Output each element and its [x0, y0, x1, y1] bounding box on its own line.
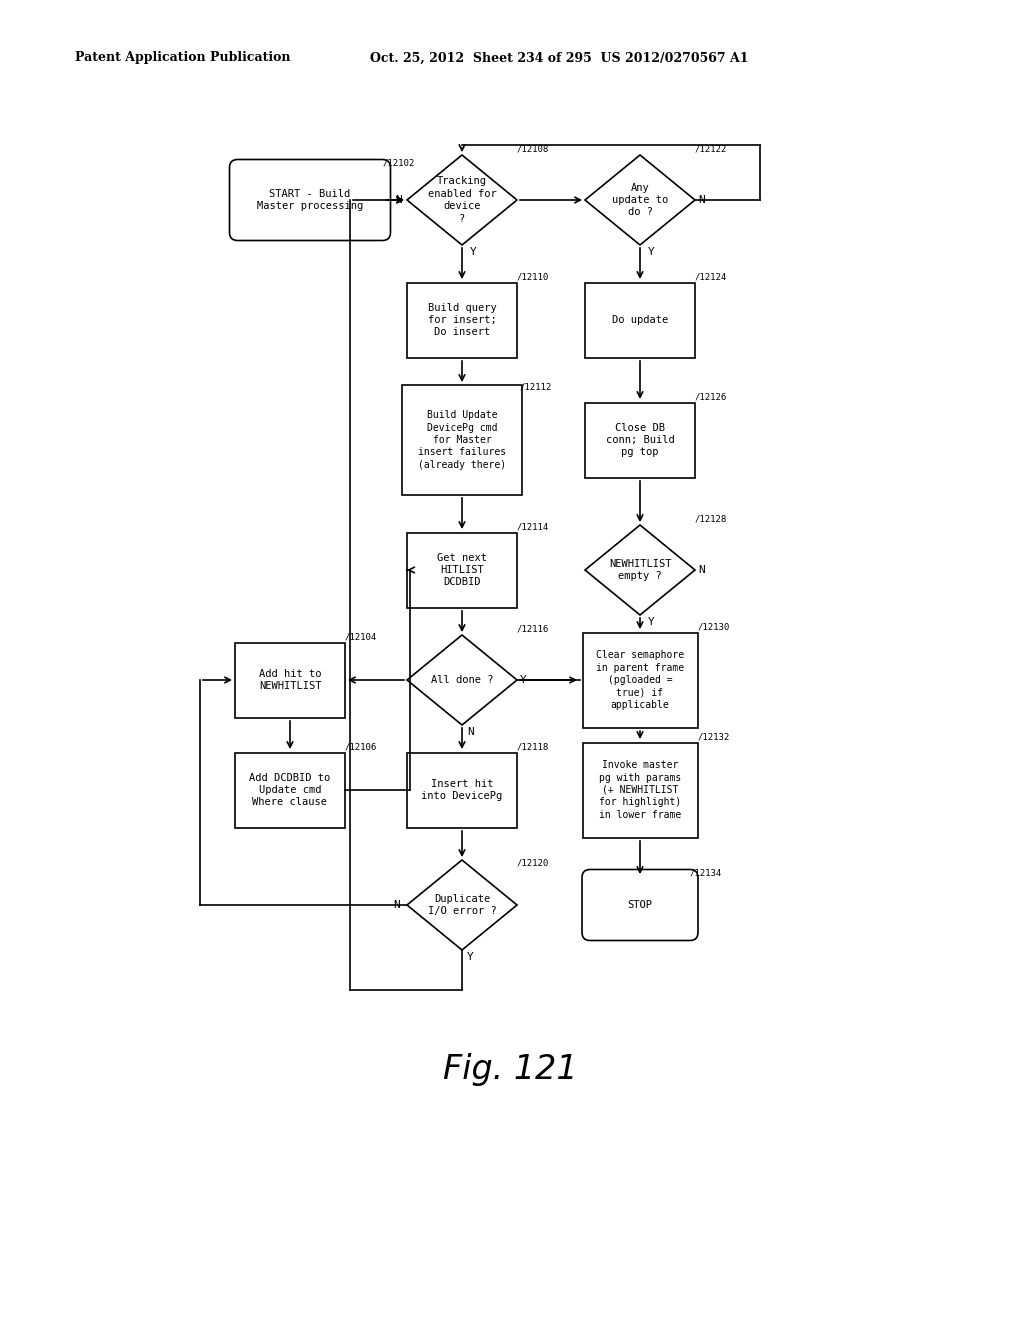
Text: /12118: /12118	[517, 743, 549, 752]
Text: Insert hit
into DevicePg: Insert hit into DevicePg	[421, 779, 503, 801]
Text: /12110: /12110	[517, 273, 549, 282]
Text: N: N	[395, 195, 402, 205]
Text: Clear semaphore
in parent frame
(pgloaded =
true) if
applicable: Clear semaphore in parent frame (pgloade…	[596, 651, 684, 710]
Text: Any
update to
do ?: Any update to do ?	[612, 182, 668, 218]
Text: Y: Y	[467, 952, 474, 962]
Text: N: N	[698, 565, 705, 576]
Text: /12132: /12132	[698, 733, 730, 742]
Text: /12124: /12124	[695, 273, 727, 282]
Polygon shape	[407, 154, 517, 246]
Text: /12120: /12120	[517, 858, 549, 867]
Text: Build query
for insert;
Do insert: Build query for insert; Do insert	[428, 302, 497, 338]
Text: Get next
HITLIST
DCDBID: Get next HITLIST DCDBID	[437, 553, 487, 587]
Text: STOP: STOP	[628, 900, 652, 909]
Text: Add DCDBID to
Update cmd
Where clause: Add DCDBID to Update cmd Where clause	[250, 772, 331, 808]
Text: START - Build
Master processing: START - Build Master processing	[257, 189, 364, 211]
FancyBboxPatch shape	[583, 632, 697, 727]
FancyBboxPatch shape	[402, 385, 522, 495]
Text: /12106: /12106	[345, 743, 377, 752]
Text: N: N	[698, 195, 705, 205]
Polygon shape	[585, 525, 695, 615]
Text: N: N	[393, 900, 400, 909]
Text: /12130: /12130	[698, 623, 730, 632]
FancyBboxPatch shape	[234, 643, 345, 718]
Text: Do update: Do update	[612, 315, 668, 325]
FancyBboxPatch shape	[229, 160, 390, 240]
Text: NEWHITLIST
empty ?: NEWHITLIST empty ?	[608, 558, 672, 581]
Text: Oct. 25, 2012  Sheet 234 of 295  US 2012/0270567 A1: Oct. 25, 2012 Sheet 234 of 295 US 2012/0…	[370, 51, 749, 65]
Text: Tracking
enabled for
device
?: Tracking enabled for device ?	[428, 177, 497, 223]
Text: Duplicate
I/O error ?: Duplicate I/O error ?	[428, 894, 497, 916]
FancyBboxPatch shape	[585, 403, 695, 478]
Text: N: N	[467, 727, 474, 737]
Text: Y: Y	[470, 247, 477, 257]
Text: /12116: /12116	[517, 624, 549, 634]
Text: /12122: /12122	[695, 145, 727, 154]
Text: /12134: /12134	[690, 869, 722, 876]
FancyBboxPatch shape	[407, 282, 517, 358]
Text: Y: Y	[648, 616, 654, 627]
FancyBboxPatch shape	[234, 752, 345, 828]
Text: /12108: /12108	[517, 145, 549, 154]
Text: Build Update
DevicePg cmd
for Master
insert failures
(already there): Build Update DevicePg cmd for Master ins…	[418, 411, 506, 470]
Text: /12128: /12128	[695, 515, 727, 524]
Text: Add hit to
NEWHITLIST: Add hit to NEWHITLIST	[259, 669, 322, 692]
Polygon shape	[407, 635, 517, 725]
Text: /12126: /12126	[695, 393, 727, 403]
Text: Fig. 121: Fig. 121	[442, 1053, 578, 1086]
FancyBboxPatch shape	[583, 742, 697, 837]
Polygon shape	[585, 154, 695, 246]
Text: /12102: /12102	[383, 158, 416, 168]
Text: Patent Application Publication: Patent Application Publication	[75, 51, 291, 65]
FancyBboxPatch shape	[585, 282, 695, 358]
Polygon shape	[407, 861, 517, 950]
Text: Y: Y	[520, 675, 526, 685]
Text: All done ?: All done ?	[431, 675, 494, 685]
FancyBboxPatch shape	[582, 870, 698, 940]
FancyBboxPatch shape	[407, 532, 517, 607]
Text: /12112: /12112	[520, 383, 552, 392]
Text: /12114: /12114	[517, 523, 549, 532]
Text: Invoke master
pg with params
(+ NEWHITLIST
for highlight)
in lower frame: Invoke master pg with params (+ NEWHITLI…	[599, 760, 681, 820]
Text: Y: Y	[648, 247, 654, 257]
Text: Close DB
conn; Build
pg top: Close DB conn; Build pg top	[605, 422, 675, 458]
Text: /12104: /12104	[345, 634, 377, 642]
FancyBboxPatch shape	[407, 752, 517, 828]
